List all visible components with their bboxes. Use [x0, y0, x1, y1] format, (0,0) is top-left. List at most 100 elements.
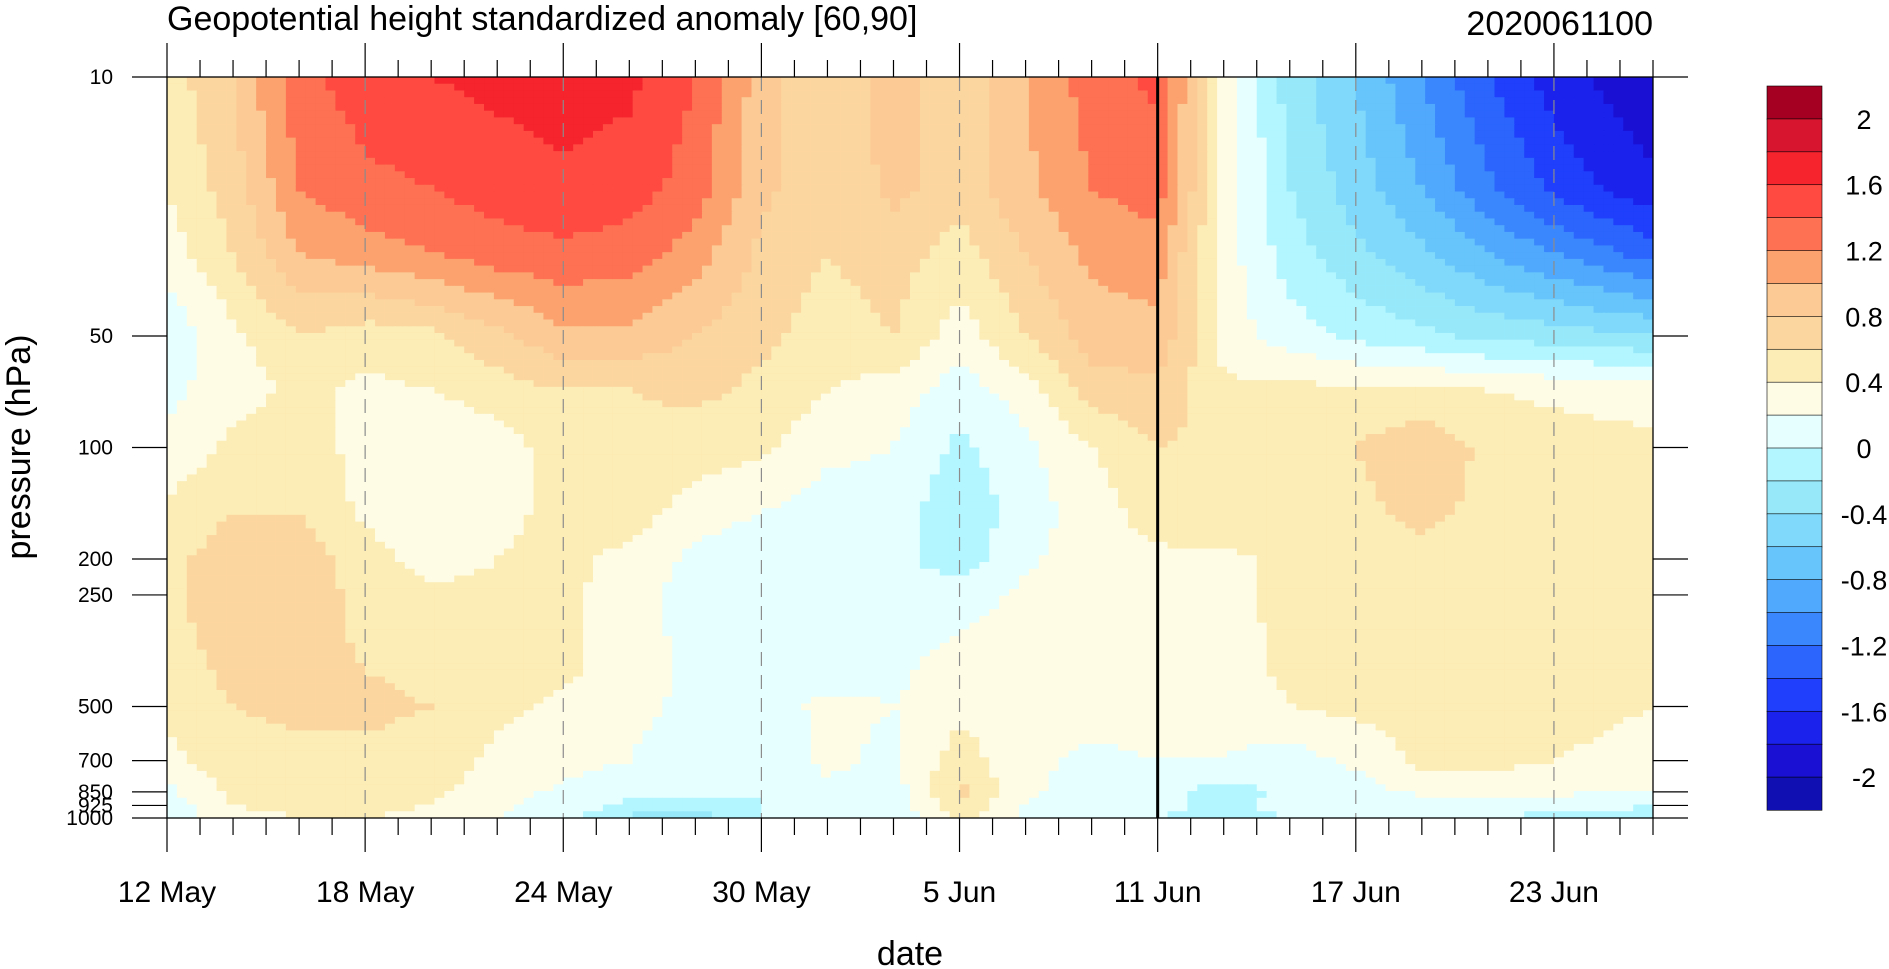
field-cell — [1584, 138, 1595, 145]
field-cell — [1277, 225, 1288, 232]
field-cell — [1237, 259, 1248, 266]
field-cell — [504, 84, 515, 91]
field-cell — [682, 117, 693, 124]
field-cell — [702, 117, 713, 124]
field-cell — [1197, 218, 1208, 225]
field-cell — [1445, 279, 1456, 286]
field-cell — [791, 212, 802, 219]
field-cell — [1455, 165, 1466, 172]
field-cell — [266, 151, 277, 158]
field-cell — [375, 245, 386, 252]
field-cell — [1435, 279, 1446, 286]
field-cell — [1069, 232, 1080, 239]
field-cell — [1465, 104, 1476, 111]
field-cell — [960, 225, 971, 232]
field-cell — [286, 279, 297, 286]
field-cell — [1425, 259, 1436, 266]
field-cell — [1494, 279, 1505, 286]
field-cell — [563, 293, 574, 300]
field-cell — [553, 84, 564, 91]
field-cell — [504, 151, 515, 158]
field-cell — [583, 293, 594, 300]
field-cell — [444, 178, 455, 185]
field-cell — [454, 279, 465, 286]
field-cell — [1435, 131, 1446, 138]
field-cell — [781, 293, 792, 300]
field-cell — [682, 77, 693, 84]
field-cell — [1247, 111, 1258, 118]
field-cell — [563, 245, 574, 252]
field-cell — [1574, 286, 1585, 293]
field-cell — [1643, 198, 1654, 205]
field-cell — [1177, 97, 1188, 104]
field-cell — [1316, 259, 1327, 266]
field-cell — [1187, 239, 1198, 246]
field-cell — [1118, 117, 1129, 124]
field-cell — [1069, 212, 1080, 219]
field-cell — [1425, 171, 1436, 178]
field-cell — [1098, 232, 1109, 239]
field-cell — [613, 104, 624, 111]
field-cell — [989, 192, 1000, 199]
field-cell — [811, 212, 822, 219]
field-cell — [207, 185, 218, 192]
field-cell — [761, 158, 772, 165]
field-cell — [870, 104, 881, 111]
field-cell — [1633, 259, 1644, 266]
field-cell — [771, 232, 782, 239]
field-cell — [1435, 144, 1446, 151]
field-cell — [702, 266, 713, 273]
field-cell — [890, 218, 901, 225]
field-cell — [1544, 117, 1555, 124]
field-cell — [1177, 218, 1188, 225]
field-cell — [692, 252, 703, 259]
field-cell — [1425, 272, 1436, 279]
field-cell — [940, 239, 951, 246]
field-cell — [464, 165, 475, 172]
field-cell — [1366, 266, 1377, 273]
field-cell — [365, 90, 376, 97]
field-cell — [306, 198, 317, 205]
field-cell — [1376, 77, 1387, 84]
field-cell — [613, 266, 624, 273]
field-cell — [1554, 111, 1565, 118]
field-cell — [375, 104, 386, 111]
field-cell — [1326, 232, 1337, 239]
field-cell — [672, 138, 683, 145]
field-cell — [1326, 266, 1337, 273]
field-cell — [563, 218, 574, 225]
field-cell — [1019, 252, 1030, 259]
field-cell — [1009, 198, 1020, 205]
field-cell — [662, 144, 673, 151]
field-cell — [603, 293, 614, 300]
field-cell — [355, 259, 366, 266]
field-cell — [375, 266, 386, 273]
field-cell — [474, 165, 485, 172]
field-cell — [960, 97, 971, 104]
field-cell — [979, 218, 990, 225]
field-cell — [643, 286, 654, 293]
field-cell — [910, 205, 921, 212]
field-cell — [1465, 117, 1476, 124]
field-cell — [1395, 171, 1406, 178]
field-cell — [335, 212, 346, 219]
field-cell — [355, 205, 366, 212]
field-cell — [1524, 232, 1535, 239]
field-cell — [256, 239, 267, 246]
field-cell — [890, 138, 901, 145]
field-cell — [335, 131, 346, 138]
field-cell — [851, 171, 862, 178]
field-cell — [1643, 138, 1654, 145]
field-cell — [880, 239, 891, 246]
field-cell — [880, 84, 891, 91]
field-cell — [771, 252, 782, 259]
field-cell — [1376, 151, 1387, 158]
field-cell — [1386, 151, 1397, 158]
field-cell — [1078, 266, 1089, 273]
field-cell — [534, 111, 545, 118]
field-cell — [1643, 171, 1654, 178]
field-cell — [1366, 293, 1377, 300]
field-cell — [682, 124, 693, 131]
field-cell — [345, 178, 356, 185]
field-cell — [999, 158, 1010, 165]
